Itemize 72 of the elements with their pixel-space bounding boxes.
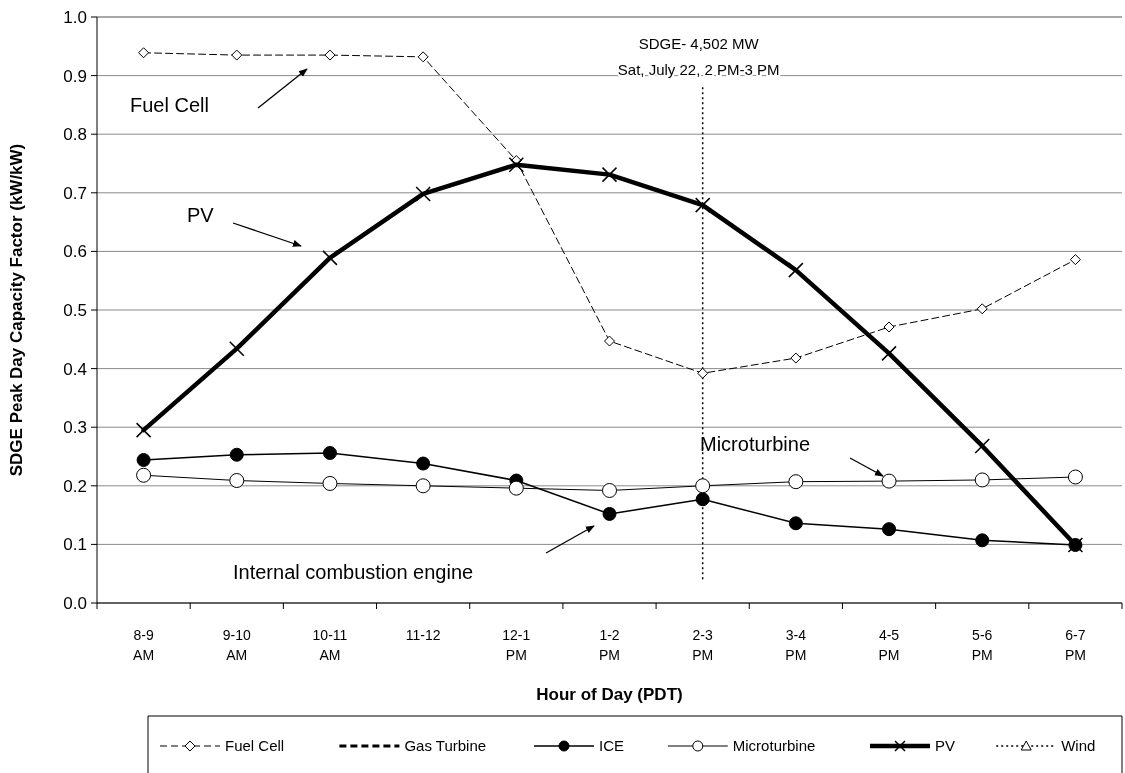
point bbox=[229, 447, 244, 462]
point bbox=[602, 506, 617, 521]
ref-line-label: SDGE- 4,502 MW Sat, July 22, 2 PM-3 PM bbox=[617, 35, 780, 78]
point bbox=[697, 367, 709, 379]
point bbox=[416, 456, 431, 471]
legend-label: Fuel Cell bbox=[225, 737, 285, 754]
point bbox=[229, 473, 245, 489]
annotation: Fuel Cell bbox=[130, 94, 209, 116]
point bbox=[975, 533, 990, 548]
x-tick-label: 12-1 PM bbox=[502, 627, 531, 663]
point bbox=[695, 478, 711, 494]
x-tick-label: 5-6 PM bbox=[971, 627, 993, 663]
point bbox=[322, 475, 338, 491]
point bbox=[695, 492, 710, 507]
point bbox=[974, 472, 990, 488]
x-axis-title: Hour of Day (PDT) bbox=[536, 685, 683, 704]
x-tick-label: 3-4 PM bbox=[785, 627, 807, 663]
y-tick-label: 0.6 bbox=[63, 242, 87, 262]
point bbox=[788, 474, 804, 490]
point bbox=[136, 453, 151, 468]
point bbox=[694, 197, 711, 213]
x-tick-label: 1-2 PM bbox=[599, 627, 620, 663]
y-tick-label: 0.5 bbox=[63, 301, 87, 320]
annotation: Internal combustion engine bbox=[233, 561, 474, 583]
legend-label: PV bbox=[935, 737, 956, 754]
point bbox=[882, 522, 897, 537]
x-tick-label: 10-11 AM bbox=[312, 627, 348, 663]
point bbox=[135, 422, 152, 438]
y-tick-label: 0.9 bbox=[63, 66, 87, 86]
x-tick-label: 8-9 AM bbox=[133, 627, 155, 663]
point bbox=[508, 156, 525, 173]
legend-label: Microturbine bbox=[732, 737, 816, 754]
x-tick-label: 6-7 PM bbox=[1064, 627, 1086, 663]
point bbox=[138, 47, 150, 59]
y-tick-label: 1.0 bbox=[63, 8, 87, 27]
point bbox=[883, 321, 895, 333]
point bbox=[604, 335, 615, 347]
point bbox=[322, 445, 337, 460]
point bbox=[788, 516, 803, 531]
point bbox=[417, 51, 429, 63]
legend-label: Wind bbox=[1061, 737, 1096, 754]
point bbox=[881, 345, 897, 362]
point bbox=[790, 352, 802, 364]
point bbox=[415, 478, 431, 494]
point bbox=[1069, 254, 1081, 266]
point bbox=[881, 473, 897, 489]
y-axis-title: SDGE Peak Day Capacity Factor (kW/kW) bbox=[7, 143, 26, 477]
annotation: PV bbox=[187, 204, 215, 226]
y-tick-label: 0.7 bbox=[63, 183, 87, 203]
x-tick-label: 4-5 PM bbox=[878, 627, 900, 663]
point bbox=[601, 166, 618, 183]
y-tick-label: 0.4 bbox=[63, 359, 87, 379]
x-tick-label: 11-12 bbox=[405, 627, 441, 643]
point bbox=[324, 49, 336, 61]
point bbox=[602, 482, 617, 498]
point bbox=[1067, 469, 1083, 485]
point bbox=[231, 49, 243, 61]
y-tick-label: 0.1 bbox=[63, 535, 87, 555]
point bbox=[508, 480, 524, 496]
y-tick-label: 0.2 bbox=[63, 476, 87, 496]
x-tick-label: 2-3 PM bbox=[692, 627, 714, 663]
y-tick-label: 0.0 bbox=[63, 594, 87, 613]
point bbox=[415, 186, 431, 202]
point bbox=[974, 438, 990, 454]
point bbox=[976, 303, 988, 315]
point bbox=[136, 467, 152, 483]
x-tick-label: 9-10 AM bbox=[222, 627, 251, 663]
legend-label: Gas Turbine bbox=[404, 737, 487, 754]
y-tick-label: 0.8 bbox=[63, 125, 87, 145]
y-tick-label: 0.3 bbox=[63, 418, 87, 438]
annotation: Microturbine bbox=[700, 433, 811, 455]
legend-label: ICE bbox=[599, 737, 625, 754]
